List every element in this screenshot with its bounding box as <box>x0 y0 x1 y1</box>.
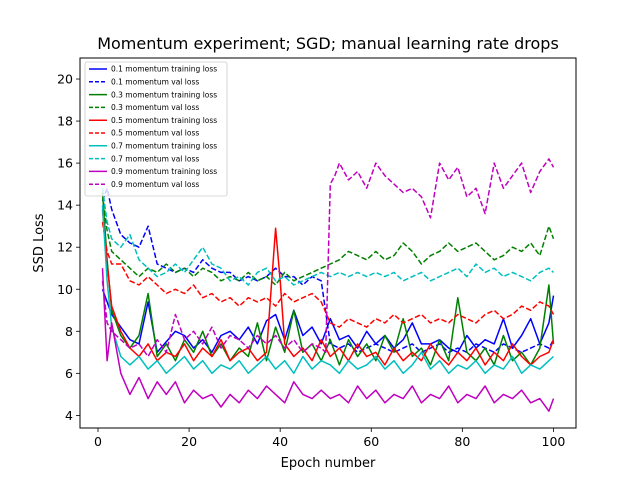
y-tick-label: 4 <box>65 408 73 423</box>
plot-lines <box>101 158 555 412</box>
legend-entry: 0.1 momentum val loss <box>111 78 199 87</box>
plot-frame <box>79 57 577 429</box>
legend-entry: 0.1 momentum training loss <box>111 65 217 74</box>
series-line-5 <box>101 209 555 366</box>
x-tick-label: 60 <box>363 434 379 449</box>
series-line-6 <box>101 221 555 328</box>
y-tick-label: 20 <box>57 72 73 87</box>
y-tick-label: 18 <box>57 114 73 129</box>
legend-box <box>84 61 228 197</box>
legend-entry: 0.3 momentum training loss <box>111 90 217 99</box>
legend-entry: 0.9 momentum val loss <box>111 180 199 189</box>
x-tick-label: 0 <box>94 434 102 449</box>
legend-entry: 0.5 momentum training loss <box>111 116 217 125</box>
series-line-10 <box>101 158 555 358</box>
legend: 0.1 momentum training loss 0.1 momentum v… <box>84 61 228 197</box>
series-line-3 <box>101 192 555 366</box>
legend-entry: 0.7 momentum val loss <box>111 154 199 163</box>
x-axis-label: Epoch number <box>281 456 376 471</box>
x-axis: 0 20 40 60 80 100 <box>94 428 565 449</box>
x-tick-label: 100 <box>542 434 566 449</box>
y-tick-label: 14 <box>57 198 73 213</box>
x-tick-label: 80 <box>454 434 470 449</box>
y-axis: 4 6 8 10 12 14 16 18 20 <box>57 72 80 423</box>
x-tick-label: 40 <box>272 434 288 449</box>
series-line-1 <box>101 289 555 354</box>
y-tick-label: 16 <box>57 156 73 171</box>
y-tick-label: 12 <box>57 240 73 255</box>
legend-entry: 0.3 momentum val loss <box>111 103 199 112</box>
x-tick-label: 20 <box>181 434 197 449</box>
legend-entry: 0.7 momentum training loss <box>111 142 217 151</box>
y-axis-label: SSD Loss <box>32 213 47 272</box>
y-tick-label: 8 <box>65 324 73 339</box>
series-line-8 <box>101 188 555 286</box>
chart-title: Momentum experiment; SGD; manual learnin… <box>97 34 559 53</box>
y-tick-label: 6 <box>65 366 73 381</box>
y-tick-label: 10 <box>57 282 73 297</box>
legend-entry: 0.5 momentum val loss <box>111 129 199 138</box>
series-line-7 <box>101 205 555 375</box>
legend-entry: 0.9 momentum training loss <box>111 167 217 176</box>
series-line-9 <box>101 268 555 412</box>
